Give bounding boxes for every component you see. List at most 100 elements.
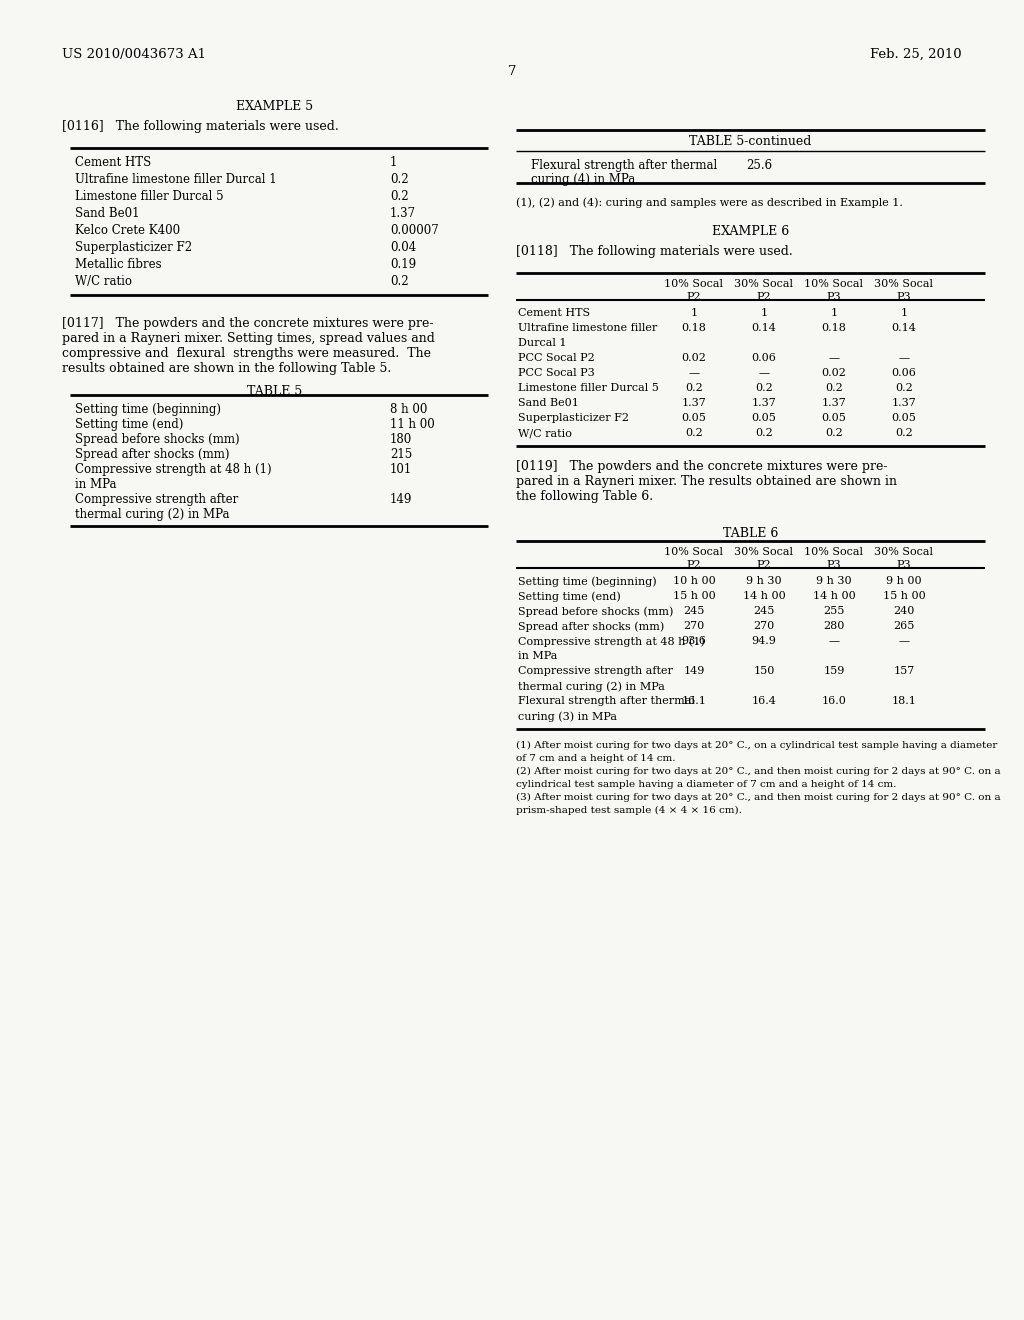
Text: 0.00007: 0.00007 [390,224,438,238]
Text: 270: 270 [754,620,774,631]
Text: 149: 149 [390,492,413,506]
Text: 1: 1 [761,308,768,318]
Text: in MPa: in MPa [518,651,557,661]
Text: —: — [759,368,770,378]
Text: 0.2: 0.2 [390,190,409,203]
Text: compressive and  flexural  strengths were measured.  The: compressive and flexural strengths were … [62,347,431,360]
Text: 11 h 00: 11 h 00 [390,418,435,432]
Text: Compressive strength at 48 h (1): Compressive strength at 48 h (1) [75,463,271,477]
Text: 149: 149 [683,667,705,676]
Text: 159: 159 [823,667,845,676]
Text: 94.9: 94.9 [752,636,776,645]
Text: 10% Socal: 10% Socal [665,279,724,289]
Text: 240: 240 [893,606,914,616]
Text: in MPa: in MPa [75,478,117,491]
Text: 10% Socal: 10% Socal [805,546,863,557]
Text: (1) After moist curing for two days at 20° C., on a cylindrical test sample havi: (1) After moist curing for two days at 2… [516,741,997,750]
Text: Compressive strength after: Compressive strength after [518,667,673,676]
Text: 0.05: 0.05 [752,413,776,422]
Text: Metallic fibres: Metallic fibres [75,257,162,271]
Text: 14 h 00: 14 h 00 [742,591,785,601]
Text: 1: 1 [830,308,838,318]
Text: Spread after shocks (mm): Spread after shocks (mm) [518,620,665,631]
Text: Flexural strength after thermal: Flexural strength after thermal [518,696,695,706]
Text: 0.18: 0.18 [821,323,847,333]
Text: 15 h 00: 15 h 00 [883,591,926,601]
Text: PCC Socal P2: PCC Socal P2 [518,352,595,363]
Text: 9 h 30: 9 h 30 [746,576,781,586]
Text: Kelco Crete K400: Kelco Crete K400 [75,224,180,238]
Text: 245: 245 [754,606,775,616]
Text: the following Table 6.: the following Table 6. [516,490,653,503]
Text: 150: 150 [754,667,775,676]
Text: 30% Socal: 30% Socal [874,279,934,289]
Text: 0.2: 0.2 [390,275,409,288]
Text: 16.4: 16.4 [752,696,776,706]
Text: TABLE 6: TABLE 6 [723,527,778,540]
Text: EXAMPLE 5: EXAMPLE 5 [237,100,313,114]
Text: Spread after shocks (mm): Spread after shocks (mm) [75,447,229,461]
Text: Ultrafine limestone filler: Ultrafine limestone filler [518,323,657,333]
Text: 0.19: 0.19 [390,257,416,271]
Text: 18.1: 18.1 [892,696,916,706]
Text: pared in a Rayneri mixer. Setting times, spread values and: pared in a Rayneri mixer. Setting times,… [62,333,435,345]
Text: of 7 cm and a height of 14 cm.: of 7 cm and a height of 14 cm. [516,754,676,763]
Text: results obtained are shown in the following Table 5.: results obtained are shown in the follow… [62,362,391,375]
Text: —: — [898,352,909,363]
Text: Setting time (beginning): Setting time (beginning) [518,576,656,586]
Text: 0.02: 0.02 [821,368,847,378]
Text: 280: 280 [823,620,845,631]
Text: Durcal 1: Durcal 1 [518,338,566,348]
Text: 8 h 00: 8 h 00 [390,403,427,416]
Text: 0.06: 0.06 [892,368,916,378]
Text: 16.1: 16.1 [682,696,707,706]
Text: 9 h 00: 9 h 00 [886,576,922,586]
Text: 255: 255 [823,606,845,616]
Text: 9 h 30: 9 h 30 [816,576,852,586]
Text: 0.2: 0.2 [685,428,702,438]
Text: (1), (2) and (4): curing and samples were as described in Example 1.: (1), (2) and (4): curing and samples wer… [516,197,903,207]
Text: Compressive strength after: Compressive strength after [75,492,239,506]
Text: P2: P2 [687,292,701,302]
Text: 0.2: 0.2 [895,428,912,438]
Text: 1.37: 1.37 [821,399,847,408]
Text: 0.04: 0.04 [390,242,416,253]
Text: [0116]   The following materials were used.: [0116] The following materials were used… [62,120,339,133]
Text: 245: 245 [683,606,705,616]
Text: 215: 215 [390,447,413,461]
Text: Limestone filler Durcal 5: Limestone filler Durcal 5 [518,383,658,393]
Text: curing (4) in MPa: curing (4) in MPa [531,173,635,186]
Text: Setting time (beginning): Setting time (beginning) [75,403,221,416]
Text: 25.6: 25.6 [746,158,772,172]
Text: PCC Socal P3: PCC Socal P3 [518,368,595,378]
Text: (3) After moist curing for two days at 20° C., and then moist curing for 2 days : (3) After moist curing for two days at 2… [516,793,1000,803]
Text: 0.2: 0.2 [825,428,843,438]
Text: thermal curing (2) in MPa: thermal curing (2) in MPa [75,508,229,521]
Text: 10% Socal: 10% Socal [665,546,724,557]
Text: 30% Socal: 30% Socal [874,546,934,557]
Text: Sand Be01: Sand Be01 [75,207,139,220]
Text: curing (3) in MPa: curing (3) in MPa [518,711,617,722]
Text: pared in a Rayneri mixer. The results obtained are shown in: pared in a Rayneri mixer. The results ob… [516,475,897,488]
Text: 0.02: 0.02 [682,352,707,363]
Text: Setting time (end): Setting time (end) [518,591,621,602]
Text: —: — [828,636,840,645]
Text: W/C ratio: W/C ratio [75,275,132,288]
Text: EXAMPLE 6: EXAMPLE 6 [712,224,790,238]
Text: P3: P3 [826,292,842,302]
Text: Spread before shocks (mm): Spread before shocks (mm) [518,606,674,616]
Text: 0.2: 0.2 [825,383,843,393]
Text: prism-shaped test sample (4 × 4 × 16 cm).: prism-shaped test sample (4 × 4 × 16 cm)… [516,807,741,816]
Text: 1: 1 [390,156,397,169]
Text: [0119]   The powders and the concrete mixtures were pre-: [0119] The powders and the concrete mixt… [516,459,888,473]
Text: thermal curing (2) in MPa: thermal curing (2) in MPa [518,681,665,692]
Text: 16.0: 16.0 [821,696,847,706]
Text: 14 h 00: 14 h 00 [813,591,855,601]
Text: 10 h 00: 10 h 00 [673,576,716,586]
Text: 0.14: 0.14 [752,323,776,333]
Text: 0.05: 0.05 [682,413,707,422]
Text: 30% Socal: 30% Socal [734,279,794,289]
Text: P2: P2 [757,560,771,570]
Text: Cement HTS: Cement HTS [518,308,590,318]
Text: W/C ratio: W/C ratio [518,428,571,438]
